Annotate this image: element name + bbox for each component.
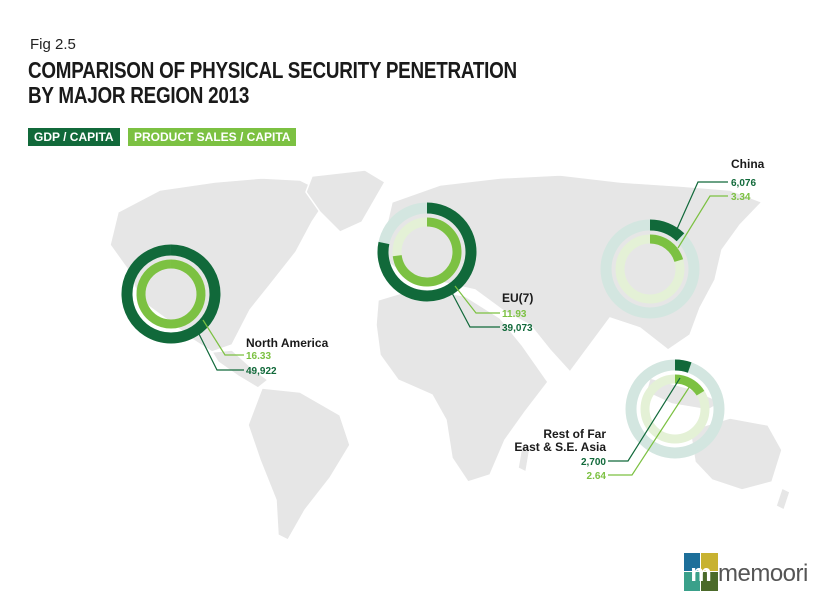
label-leader-lines [195, 181, 728, 476]
label-china: China [731, 157, 765, 171]
donut-north-america-sales-arc [136, 259, 206, 329]
value-far-east-gdp: 2,700 [581, 457, 606, 468]
chart-title-line-1: COMPARISON OF PHYSICAL SECURITY PENETRAT… [28, 57, 517, 83]
svg-text:m: m [690, 560, 711, 587]
donut-china-sales-arc [649, 234, 684, 263]
label-far-east-line-2: East & S.E. Asia [514, 440, 606, 454]
value-north-america-gdp: 49,922 [246, 366, 277, 377]
leader-asia-sales [608, 385, 691, 476]
label-eu7: EU(7) [502, 291, 533, 305]
leader-eu-sales [454, 285, 500, 314]
leader-north-america-sales [202, 319, 244, 356]
leader-asia-gdp [608, 377, 681, 462]
donut-charts [121, 202, 725, 459]
map-madagascar [517, 443, 531, 474]
chart-title-line-2: BY MAJOR REGION 2013 [28, 82, 250, 108]
donut-north-america-gdp-arc [121, 244, 221, 344]
leader-china-sales [677, 195, 728, 249]
map-south-america [247, 387, 351, 541]
leader-eu-gdp [451, 292, 500, 328]
donut-far-east-sales-arc [674, 374, 705, 396]
map-australia [689, 417, 783, 491]
map-new-zealand [775, 486, 791, 512]
map-africa [375, 287, 549, 483]
value-north-america-sales: 16.33 [246, 351, 271, 362]
leader-north-america-gdp [195, 327, 244, 371]
legend-product-sales-capita: PRODUCT SALES / CAPITA [128, 128, 297, 146]
value-eu7-sales: 11.93 [502, 309, 527, 320]
chart-title: COMPARISON OF PHYSICAL SECURITY PENETRAT… [28, 58, 517, 108]
world-map [109, 169, 791, 541]
memoori-logo-mark: m [684, 553, 718, 591]
donut-eu7-gdp-arc [377, 202, 477, 302]
leader-china-gdp [672, 181, 728, 239]
label-north-america: North America [246, 336, 329, 350]
map-greenland [305, 169, 387, 233]
value-china-gdp: 6,076 [731, 178, 756, 189]
region-labels: North America 16.33 49,922 EU(7) 11.93 3… [246, 157, 765, 482]
donut-far-east-gdp-arc [674, 359, 692, 373]
donut-eu7-sales-arc [392, 217, 462, 287]
memoori-logo-text: memoori [718, 560, 808, 587]
map-central-america [210, 349, 270, 389]
legend-gdp-capita: GDP / CAPITA [28, 128, 120, 146]
label-far-east-line-1: Rest of Far [543, 427, 606, 441]
value-far-east-sales: 2.64 [587, 471, 607, 482]
figure-number: Fig 2.5 [30, 36, 76, 53]
value-eu7-gdp: 39,073 [502, 323, 533, 334]
value-china-sales: 3.34 [731, 192, 751, 203]
memoori-logo: m [684, 553, 814, 593]
donut-china-gdp-arc [649, 219, 685, 242]
